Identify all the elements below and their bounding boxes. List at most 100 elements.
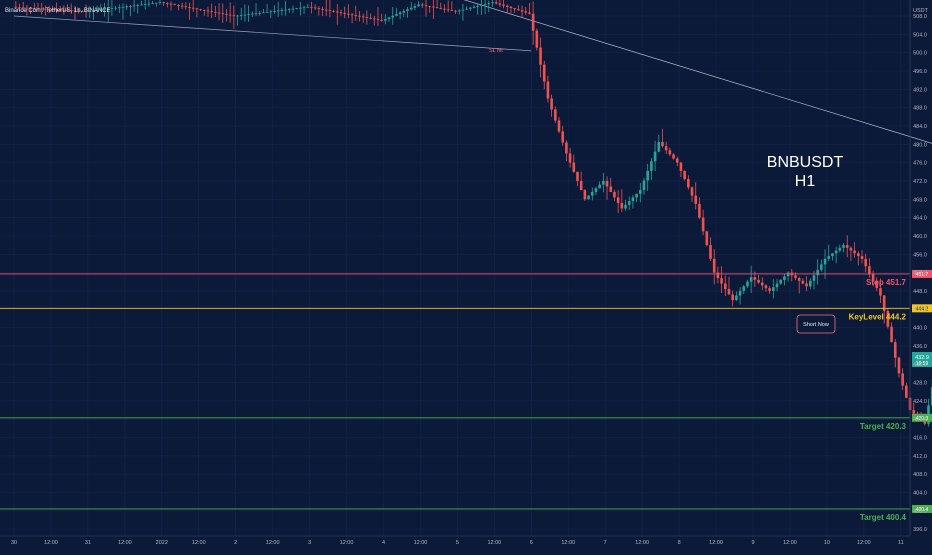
candle-body	[687, 179, 690, 188]
candle-body	[498, 3, 502, 5]
candle-body	[380, 19, 383, 21]
candle-body	[709, 245, 712, 259]
symbol-overlay: BNBUSDT	[767, 154, 844, 171]
trendline-sl-line[interactable]	[13, 15, 532, 52]
x-tick-label: 10	[824, 540, 830, 546]
candle-body	[44, 8, 47, 10]
candle-body	[84, 11, 88, 13]
x-tick-label: 12:00	[44, 540, 58, 546]
candle-body	[705, 231, 709, 246]
candle-body	[154, 2, 158, 4]
candle-body	[217, 12, 221, 14]
candle-body	[280, 10, 284, 11]
candle-body	[738, 290, 742, 296]
candle-body	[594, 188, 598, 192]
candle-body	[95, 10, 99, 11]
candle-body	[576, 171, 579, 181]
candle-body	[336, 11, 339, 13]
candle-body	[613, 191, 616, 198]
candle-body	[602, 180, 605, 185]
candle-body	[409, 7, 413, 10]
candle-body	[760, 282, 764, 286]
candle-body	[820, 264, 823, 270]
candle-body	[295, 8, 298, 10]
y-tick-label: 452.0	[913, 271, 927, 277]
candle-body	[269, 11, 273, 13]
candle-body	[428, 5, 431, 7]
y-tick-label: 408.0	[913, 472, 927, 478]
candle-body	[384, 19, 387, 21]
candle-body	[561, 131, 565, 143]
y-tick-label: 396.0	[913, 527, 927, 533]
x-tick-label: 12:00	[857, 540, 871, 546]
current-price-value: 432.9	[915, 355, 929, 361]
candle-body	[225, 13, 228, 15]
candle-body	[317, 8, 321, 10]
y-axis[interactable]: 396.0 400.0 404.0 408.0 412.0 416.0 420.0 424.0…	[909, 0, 927, 536]
candle-body	[930, 387, 932, 406]
candle-body	[783, 276, 786, 280]
candle-body	[801, 280, 805, 284]
target-1-price-tag-value: 420.3	[916, 416, 929, 422]
candle-body	[546, 81, 550, 99]
x-tick-label: 12:00	[118, 540, 132, 546]
candle-body	[868, 266, 871, 274]
candle-body	[343, 13, 347, 14]
candle-body	[276, 10, 280, 12]
trendline-upper-descending[interactable]	[457, 0, 932, 451]
candle-body	[469, 7, 472, 9]
candle-body	[361, 16, 365, 18]
candle-body	[332, 10, 335, 12]
candle-body	[753, 277, 757, 280]
current-price-countdown: 18:59	[916, 361, 929, 367]
x-tick-label: 6	[530, 540, 533, 546]
candle-body	[417, 4, 420, 7]
x-tick-label: 12:00	[266, 540, 280, 546]
candle-body	[287, 9, 291, 10]
candle-body	[177, 5, 180, 6]
candle-body	[439, 8, 443, 9]
x-axis[interactable]: 30 12:00 31 12:00 2022 12:00 2 12:00 3 12:00 4 12:0…	[0, 535, 910, 546]
short-now-box	[796, 314, 836, 334]
target-2-price-tag-value: 400.4	[916, 507, 929, 513]
candle-body	[701, 217, 705, 232]
candle-body	[524, 11, 528, 13]
candle-body	[106, 8, 110, 10]
candle-body	[598, 184, 601, 189]
candle-body	[720, 278, 723, 284]
candle-body	[125, 6, 128, 8]
y-tick-label: 416.0	[913, 436, 927, 442]
candle-body	[132, 5, 136, 7]
candle-body	[391, 15, 395, 18]
stop-price-tag-value: 451.7	[916, 272, 929, 278]
candle-body	[605, 180, 609, 187]
symbol-header: Binance Coin / TetherUS, 1h, BINANCE	[5, 8, 111, 14]
candle-body	[450, 10, 454, 11]
x-tick-label: 12:00	[561, 540, 575, 546]
candle-body	[151, 3, 154, 5]
candle-body	[247, 14, 250, 16]
candle-body	[554, 109, 557, 121]
candle-body	[140, 4, 143, 6]
candle-body	[528, 12, 531, 14]
short-now-callout[interactable]: Short Now	[796, 314, 836, 334]
candle-body	[350, 14, 354, 16]
candle-body	[893, 342, 897, 358]
x-tick-label: 2	[234, 540, 237, 546]
candle-body	[494, 2, 498, 4]
candle-body	[202, 9, 206, 11]
current-price-tag: 432.9 18:59	[912, 352, 932, 367]
candle-body	[472, 6, 476, 8]
candle-body	[365, 17, 369, 18]
candle-body	[251, 13, 254, 15]
candle-body	[716, 272, 720, 279]
candle-body	[487, 3, 491, 5]
candle-body	[712, 258, 716, 273]
x-tick-label: 9	[751, 540, 754, 546]
target-2-price-tag	[912, 504, 932, 513]
candle-body	[483, 4, 487, 6]
y-tick-label: 464.0	[913, 216, 927, 222]
level-layer: Stop 451.7 451.7 KeyLevel 444.2 444.2 Target…	[0, 269, 932, 522]
